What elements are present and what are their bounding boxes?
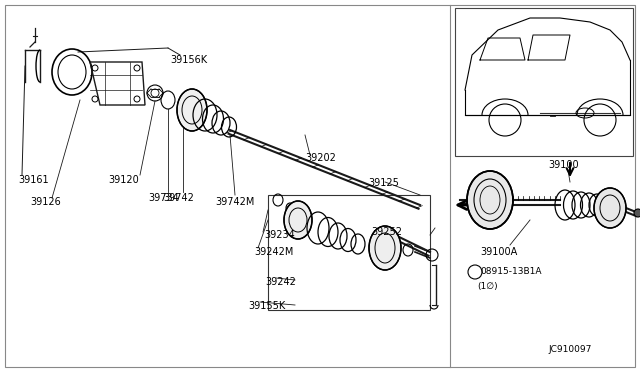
Text: 39155K: 39155K bbox=[248, 301, 285, 311]
Text: 08915-13B1A: 08915-13B1A bbox=[480, 267, 541, 276]
Bar bbox=[268, 195, 430, 310]
Circle shape bbox=[634, 209, 640, 217]
Text: 39100: 39100 bbox=[548, 160, 579, 170]
Text: 39202: 39202 bbox=[305, 153, 336, 163]
Ellipse shape bbox=[177, 89, 207, 131]
Text: 39161: 39161 bbox=[18, 175, 49, 185]
Ellipse shape bbox=[467, 171, 513, 229]
Text: 39100A: 39100A bbox=[480, 247, 517, 257]
Text: 39120: 39120 bbox=[108, 175, 139, 185]
Text: 39125: 39125 bbox=[368, 178, 399, 188]
Ellipse shape bbox=[284, 201, 312, 239]
Text: 39156K: 39156K bbox=[170, 55, 207, 65]
Ellipse shape bbox=[369, 226, 401, 270]
Ellipse shape bbox=[594, 188, 626, 228]
Text: 39734: 39734 bbox=[148, 193, 179, 203]
Text: 39242M: 39242M bbox=[254, 247, 293, 257]
Text: 39742M: 39742M bbox=[215, 197, 254, 207]
Bar bbox=[455, 8, 633, 156]
Text: 39234: 39234 bbox=[264, 230, 295, 240]
Text: JC910097: JC910097 bbox=[548, 346, 591, 355]
Text: 39252: 39252 bbox=[371, 227, 402, 237]
Text: 39126: 39126 bbox=[30, 197, 61, 207]
Text: (1∅): (1∅) bbox=[477, 282, 498, 292]
Text: 39742: 39742 bbox=[163, 193, 194, 203]
Text: 39242: 39242 bbox=[265, 277, 296, 287]
